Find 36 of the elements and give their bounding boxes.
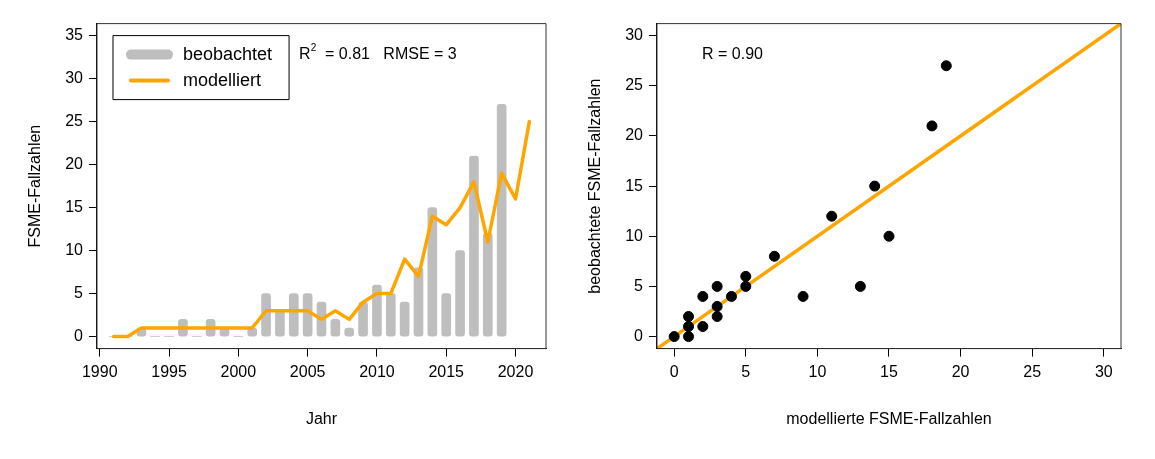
x-tick-label: 2010 (359, 362, 395, 380)
x-axis-title: modellierte FSME-Fallzahlen (786, 409, 992, 427)
x-tick-label: 0 (669, 362, 679, 380)
x-tick-label: 2015 (428, 362, 465, 380)
y-axis-title: FSME-Fallzahlen (26, 124, 44, 248)
x-tick-label: 10 (808, 362, 827, 380)
x-tick-label: 2000 (220, 362, 257, 380)
y-tick-label: 30 (65, 69, 84, 87)
annotation: R = 0.90 (702, 45, 764, 63)
y-tick-label: 20 (625, 126, 644, 144)
y-tick-label: 15 (625, 176, 644, 194)
y-tick-label: 35 (65, 26, 84, 44)
x-tick-label: 2020 (497, 362, 534, 380)
y-axis-title: beobachtete FSME-Fallzahlen (586, 78, 604, 294)
x-axis-title: Jahr (305, 409, 338, 427)
y-tick-label: 0 (74, 326, 84, 344)
y-tick-label: 30 (625, 26, 644, 44)
legend-label: beobachtet (183, 43, 273, 64)
y-tick-label: 20 (65, 155, 84, 173)
y-tick-label: 15 (65, 198, 84, 215)
y-tick-label: 0 (634, 326, 644, 344)
x-tick-label: 1990 (81, 362, 118, 380)
y-tick-label: 5 (74, 283, 84, 301)
legend-label: modelliert (183, 69, 262, 90)
x-tick-label: 30 (1094, 362, 1113, 380)
y-tick-label: 10 (625, 226, 644, 244)
y-tick-label: 10 (65, 240, 84, 258)
y-tick-label: 25 (65, 112, 84, 130)
x-tick-label: 20 (951, 362, 970, 380)
x-tick-label: 2005 (289, 362, 326, 380)
x-tick-label: 5 (741, 362, 751, 380)
y-tick-label: 25 (625, 76, 644, 94)
x-tick-label: 25 (1023, 362, 1042, 380)
y-tick-label: 5 (634, 276, 644, 294)
x-tick-label: 15 (880, 362, 898, 380)
x-tick-label: 1995 (151, 362, 187, 380)
